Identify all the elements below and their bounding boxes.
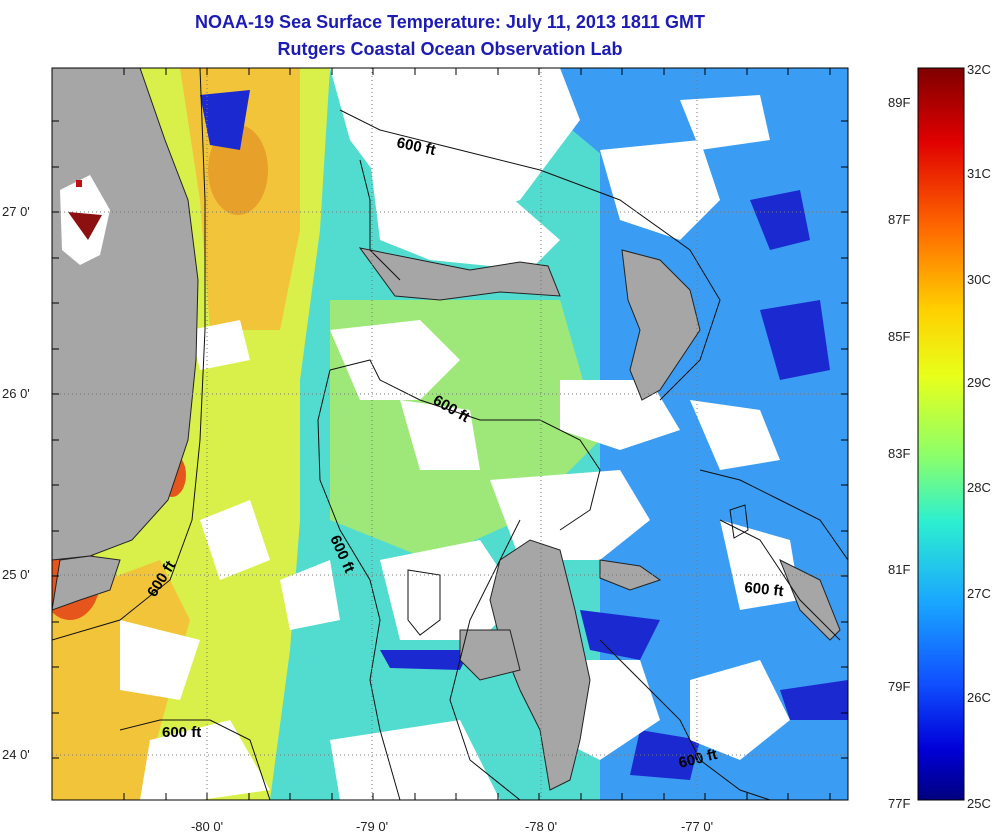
colorbar-f-label: 77F	[888, 796, 911, 811]
deep-blue-patch	[580, 610, 660, 660]
deep-blue-patch	[750, 190, 810, 250]
colorbar-c-label: 32C	[967, 62, 991, 77]
grand-bahama	[358, 247, 561, 301]
deep-blue-patch	[200, 90, 250, 150]
colorbar	[917, 67, 965, 801]
colorbar-c-label: 28C	[967, 480, 991, 495]
x-tick-label: -77 0'	[680, 819, 714, 834]
x-tick-label: -79 0'	[355, 819, 389, 834]
colorbar-c-label: 31C	[967, 166, 991, 181]
colorbar-c-label: 30C	[967, 272, 991, 287]
axis-ticks	[52, 68, 848, 800]
contour-label: 600 ft	[744, 579, 785, 600]
graticule	[52, 68, 848, 800]
y-tick-label: 25 0'	[2, 567, 30, 582]
andros-west	[459, 629, 521, 681]
colorbar-f-label: 89F	[888, 95, 911, 110]
x-tick-label: -80 0'	[190, 819, 224, 834]
abaco	[621, 249, 701, 401]
x-tick-label: -78 0'	[524, 819, 558, 834]
y-tick-label: 27 0'	[2, 204, 30, 219]
lake-marker	[76, 180, 82, 187]
colorbar-f-label: 87F	[888, 212, 911, 227]
y-tick-label: 26 0'	[2, 386, 30, 401]
colorbar-c-label: 26C	[967, 690, 991, 705]
map-frame	[51, 67, 849, 801]
deep-blue-patch	[780, 680, 848, 720]
colorbar-f-label: 85F	[888, 329, 911, 344]
cloud-cover	[120, 68, 800, 800]
deep-blue-patch	[760, 300, 830, 380]
map-subtitle: Rutgers Coastal Ocean Observation Lab	[277, 39, 623, 59]
orange-patch-north	[208, 125, 268, 215]
map-field: 600 ft 600 ft 600 ft 600 ft 600 ft 600 f…	[52, 68, 848, 800]
map-title: NOAA-19 Sea Surface Temperature: July 11…	[195, 12, 705, 32]
lake-okeechobee	[68, 212, 102, 240]
colorbar-c-label: 27C	[967, 586, 991, 601]
colorbar-f-label: 81F	[888, 562, 911, 577]
colorbar-f-label: 83F	[888, 446, 911, 461]
isobath-600ft	[52, 68, 848, 800]
deep-blue-patch	[380, 650, 470, 670]
colorbar-c-label: 25C	[967, 796, 991, 811]
florida-keys-base	[52, 555, 121, 611]
y-tick-label: 24 0'	[2, 747, 30, 762]
colorbar-f-label: 79F	[888, 679, 911, 694]
contour-label: 600 ft	[162, 724, 201, 741]
colorbar-c-label: 29C	[967, 375, 991, 390]
